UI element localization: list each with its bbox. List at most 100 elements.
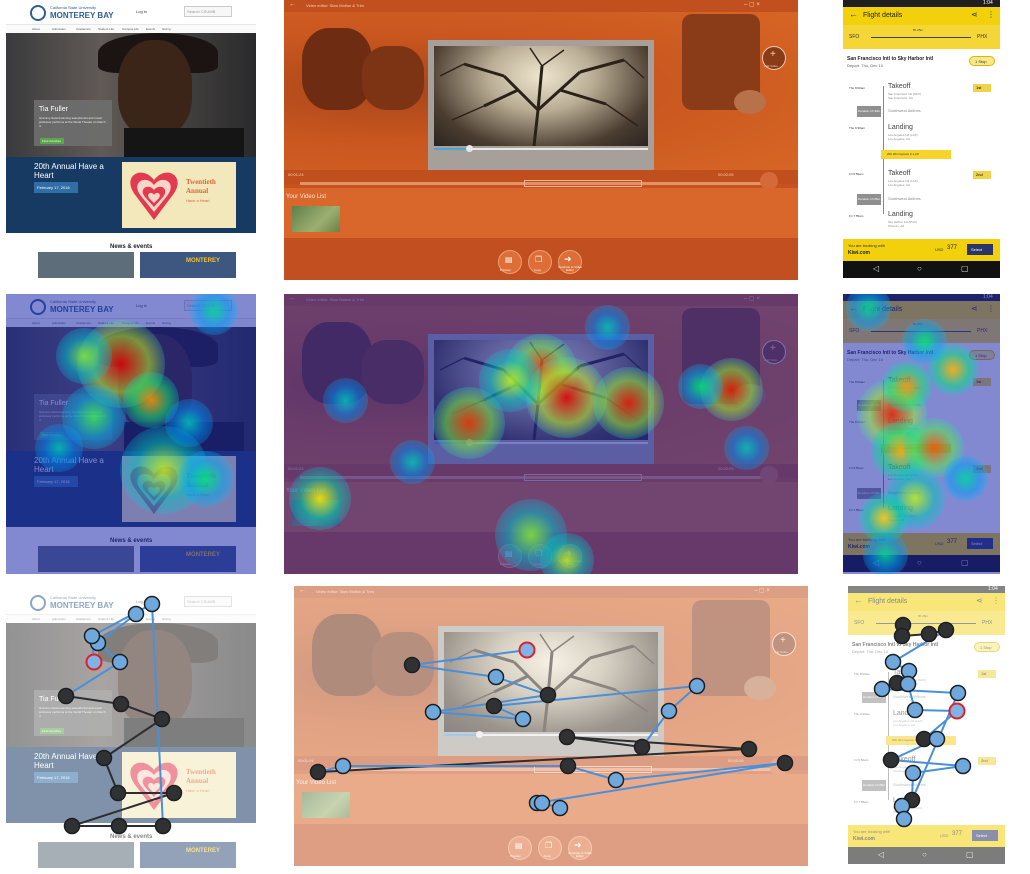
nav-recent-icon[interactable]: ▢: [961, 264, 969, 273]
find-out-more-button[interactable]: Find Out More: [40, 138, 64, 144]
news-thumbnail[interactable]: [38, 252, 134, 278]
trim-button[interactable]: [760, 172, 778, 190]
price: 377: [947, 245, 958, 251]
nav-item[interactable]: Admission: [52, 27, 66, 31]
window-controls[interactable]: – ▢ ×: [744, 2, 760, 8]
continue-button[interactable]: ➜: [568, 836, 592, 860]
back-arrow-icon[interactable]: ←: [849, 9, 858, 19]
segment-time: Fri 5:50am: [854, 758, 869, 762]
segment-time: Fri 7:55am: [849, 214, 864, 218]
share-icon[interactable]: ⋖: [976, 596, 983, 605]
news-thumbnail[interactable]: [38, 842, 134, 868]
preview-button[interactable]: ▤: [498, 250, 522, 274]
seek-bar[interactable]: [444, 734, 658, 736]
origin-code: SFO: [854, 620, 865, 626]
search-input[interactable]: Search CSUMB: [184, 6, 232, 17]
nav-item[interactable]: Giving: [162, 617, 171, 621]
segment-badge: 2nd: [978, 757, 996, 765]
scanpath-edge: [432, 711, 524, 720]
duration-text: Duration 1h 05m: [863, 783, 886, 787]
trim-track[interactable]: [300, 182, 770, 185]
nav-item[interactable]: Events: [146, 27, 156, 31]
nav-back-icon[interactable]: ◁: [878, 850, 885, 859]
video-thumbnail[interactable]: [292, 206, 340, 232]
time-start: 00:01:24: [288, 172, 304, 177]
video-thumbnail[interactable]: [302, 792, 350, 818]
poster-title1: Twentieth: [186, 768, 216, 776]
origin-code: SFO: [849, 34, 860, 40]
nav-item[interactable]: Academics: [76, 27, 91, 31]
nav-item[interactable]: Student Life: [98, 27, 115, 31]
layover-bar: 20h 20m layover in LAX: [881, 150, 951, 159]
news-thumbnail[interactable]: MONTEREY: [140, 252, 236, 278]
find-out-more-button[interactable]: Find Out More: [40, 728, 64, 734]
preview-button[interactable]: ▤: [508, 836, 532, 860]
nav-item[interactable]: Admission: [52, 617, 66, 621]
seek-bar[interactable]: [434, 148, 648, 150]
back-arrow-icon[interactable]: ←: [289, 1, 296, 8]
copy-button[interactable]: ❐: [538, 836, 562, 860]
scanpath-fixation: [487, 668, 505, 686]
status-time: 1:04: [988, 586, 998, 592]
booking-line2: Kiwi.com: [848, 250, 870, 256]
login-link[interactable]: Log in: [136, 9, 147, 14]
duration-tag: Duration 1h 30m: [862, 692, 886, 703]
nav-item[interactable]: Campus Life: [122, 27, 139, 31]
video-frame-tree: [434, 46, 648, 147]
nav-item[interactable]: About: [32, 27, 40, 31]
hero-text: Grammy Award-winning saxophonist and mus…: [39, 706, 106, 718]
price: 377: [952, 831, 963, 837]
nav-home-icon[interactable]: ○: [922, 850, 927, 859]
seek-handle[interactable]: [476, 731, 483, 738]
select-button[interactable]: Select: [967, 244, 993, 255]
duration-text: Duration 1h 05m: [858, 197, 881, 201]
more-icon[interactable]: ⋮: [987, 10, 995, 19]
more-icon[interactable]: ⋮: [992, 596, 1000, 605]
flight-body: [843, 49, 1000, 239]
login-link[interactable]: Log in: [136, 599, 147, 604]
scanpath-fixation: [110, 817, 128, 835]
route-line: [871, 37, 971, 38]
tree-branches: [439, 47, 645, 147]
segment-badge-text: 2nd: [976, 172, 983, 177]
event-date: February 17, 2016: [37, 775, 70, 780]
airline-name: Southwest Airlines: [888, 108, 921, 113]
trim-track[interactable]: [310, 768, 780, 771]
continue-label: Continue to Video Editor: [568, 851, 592, 858]
select-button[interactable]: Select: [972, 830, 998, 841]
university-line1: California State University: [50, 595, 97, 600]
search-input[interactable]: Search CSUMB: [184, 596, 232, 607]
nav-item[interactable]: Giving: [162, 27, 171, 31]
scanpath-fixation: [403, 656, 421, 674]
plus-icon: +: [770, 49, 776, 60]
thumb-label: MONTEREY: [186, 848, 221, 854]
nav-back-icon[interactable]: ◁: [873, 264, 880, 273]
nav-item[interactable]: About: [32, 617, 40, 621]
back-arrow-icon[interactable]: ←: [299, 587, 306, 594]
seek-handle[interactable]: [466, 145, 473, 152]
back-arrow-icon[interactable]: ←: [854, 595, 863, 605]
seek-progress: [444, 734, 480, 736]
nav-item[interactable]: Academics: [76, 617, 91, 621]
stop-badge: 1 Stop: [974, 642, 1000, 652]
more-button-label: Find Out More: [42, 139, 62, 143]
continue-button[interactable]: ➜: [558, 250, 582, 274]
stop-badge: 1 Stop: [969, 56, 995, 66]
nav-recent-icon[interactable]: ▢: [966, 850, 974, 859]
segment-time: Thu 9:30am: [854, 712, 871, 716]
trim-selection[interactable]: [524, 180, 642, 187]
segment-label: Takeoff: [893, 756, 916, 763]
status-bar: 1:04: [843, 0, 1000, 7]
add-video-button[interactable]: +: [762, 46, 786, 70]
nav-item[interactable]: Events: [146, 617, 156, 621]
bird-shape: [744, 676, 776, 700]
window-controls[interactable]: – ▢ ×: [754, 588, 770, 594]
segment-airport: Los Angeles Intl (LAX): [888, 179, 918, 183]
nav-item[interactable]: Student Life: [98, 617, 115, 621]
news-heading: News & events: [110, 834, 153, 840]
add-video-button[interactable]: +: [772, 632, 796, 656]
share-icon[interactable]: ⋖: [971, 10, 978, 19]
news-thumbnail[interactable]: MONTEREY: [140, 842, 236, 868]
nav-home-icon[interactable]: ○: [917, 264, 922, 273]
copy-button[interactable]: ❐: [528, 250, 552, 274]
